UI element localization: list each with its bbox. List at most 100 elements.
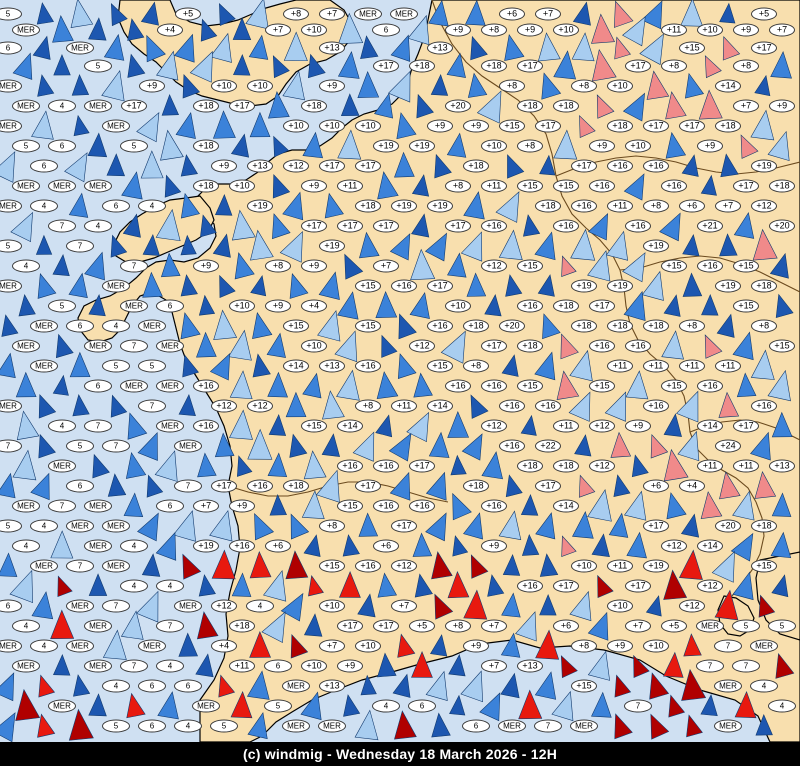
wind-barb: [447, 570, 470, 599]
wind-barb: [591, 691, 612, 718]
wind-barb: [180, 154, 198, 177]
wind-barb: [572, 1, 591, 26]
wind-barb: [290, 513, 310, 540]
temperature-label: +15: [661, 379, 687, 393]
sea-station-label: 4: [30, 639, 58, 653]
temperature-label: +15: [553, 179, 579, 193]
temperature-label: +12: [283, 159, 309, 173]
sea-station-label: 4: [48, 99, 76, 113]
temperature-label: +24: [715, 439, 741, 453]
temperature-label: +8: [679, 319, 705, 333]
wind-barb: [182, 73, 201, 99]
temperature-label: +9: [319, 79, 345, 93]
temperature-label: +16: [355, 359, 381, 373]
temperature-label: +17: [373, 59, 399, 73]
temperature-label: +17: [337, 619, 363, 633]
wind-barb: [267, 371, 288, 398]
wind-barb: [596, 94, 615, 119]
sea-station-label: 5: [102, 359, 130, 373]
wind-barb: [720, 153, 739, 178]
wind-barb: [302, 131, 324, 159]
temperature-label: +14: [697, 419, 723, 433]
wind-barb: [53, 653, 71, 676]
wind-barb: [711, 550, 735, 583]
wind-barb: [732, 571, 754, 601]
wind-barb: [55, 333, 74, 359]
wind-barb: [740, 134, 759, 159]
wind-barb: [211, 549, 236, 580]
sea-station-label: MER: [30, 359, 58, 373]
wind-barb: [12, 449, 37, 481]
temperature-label: +19: [571, 279, 597, 293]
wind-barb: [663, 413, 682, 437]
temperature-label: +9: [463, 639, 489, 653]
wind-barb: [0, 472, 16, 499]
temperature-label: +17: [373, 619, 399, 633]
temperature-label: +17: [373, 219, 399, 233]
wind-barb: [233, 53, 251, 76]
temperature-label: +14: [283, 359, 309, 373]
wind-barb: [553, 50, 577, 80]
sea-station-label: 7: [156, 619, 184, 633]
temperature-label: +19: [247, 199, 273, 213]
wind-barb: [375, 290, 398, 319]
wind-barb: [460, 670, 483, 703]
sea-station-label: 4: [174, 719, 202, 733]
temperature-label: +7: [373, 259, 399, 273]
temperature-label: +17: [355, 479, 381, 493]
temperature-label: +15: [301, 419, 327, 433]
sea-station-label: MER: [0, 639, 22, 653]
temperature-label: +8: [733, 59, 759, 73]
wind-barb: [446, 132, 467, 158]
wind-barb: [273, 135, 290, 158]
wind-barb: [15, 371, 37, 398]
wind-barb: [50, 530, 74, 559]
wind-barb: [388, 432, 412, 462]
temperature-label: +17: [643, 519, 669, 533]
temperature-label: +15: [751, 559, 777, 573]
wind-barb: [750, 431, 771, 461]
wind-barb: [87, 132, 108, 158]
temperature-label: +15: [517, 179, 543, 193]
wind-barb: [121, 171, 143, 200]
wind-barb: [534, 231, 556, 261]
temperature-label: +9: [265, 299, 291, 313]
wind-barb: [579, 114, 596, 139]
temperature-label: +12: [391, 559, 417, 573]
wind-barb: [639, 33, 664, 66]
wind-barb: [0, 672, 15, 702]
wind-barb: [269, 493, 287, 516]
wind-barb: [88, 573, 108, 596]
wind-barb: [282, 70, 305, 101]
wind-barb: [301, 490, 325, 519]
wind-barb: [428, 431, 450, 458]
temperature-label: +16: [373, 499, 399, 513]
sea-station-label: MER: [48, 179, 76, 193]
temperature-label: +19: [409, 139, 435, 153]
temperature-label: +10: [481, 139, 507, 153]
temperature-label: +17: [337, 219, 363, 233]
sea-station-label: 5: [66, 439, 94, 453]
wind-barb: [570, 228, 596, 261]
wind-barb: [377, 652, 397, 678]
wind-barb: [613, 474, 631, 497]
sea-station-label: MER: [84, 179, 112, 193]
sea-station-label: MER: [174, 439, 202, 453]
wind-barb: [342, 534, 360, 557]
temperature-label: +17: [121, 99, 147, 113]
wind-barb: [623, 290, 646, 322]
temperature-label: +9: [301, 259, 327, 273]
wind-barb: [250, 274, 267, 297]
temperature-label: +15: [337, 499, 363, 513]
temperature-label: +10: [229, 299, 255, 313]
temperature-label: +7: [481, 619, 507, 633]
sea-station-label: 6: [66, 319, 94, 333]
temperature-label: +20: [499, 319, 525, 333]
wind-barb: [460, 231, 483, 262]
wind-barb: [36, 2, 55, 25]
sea-station-label: 5: [120, 139, 148, 153]
temperature-label: +10: [607, 599, 633, 613]
sea-station-label: 6: [138, 679, 166, 693]
wind-barb: [633, 654, 650, 678]
